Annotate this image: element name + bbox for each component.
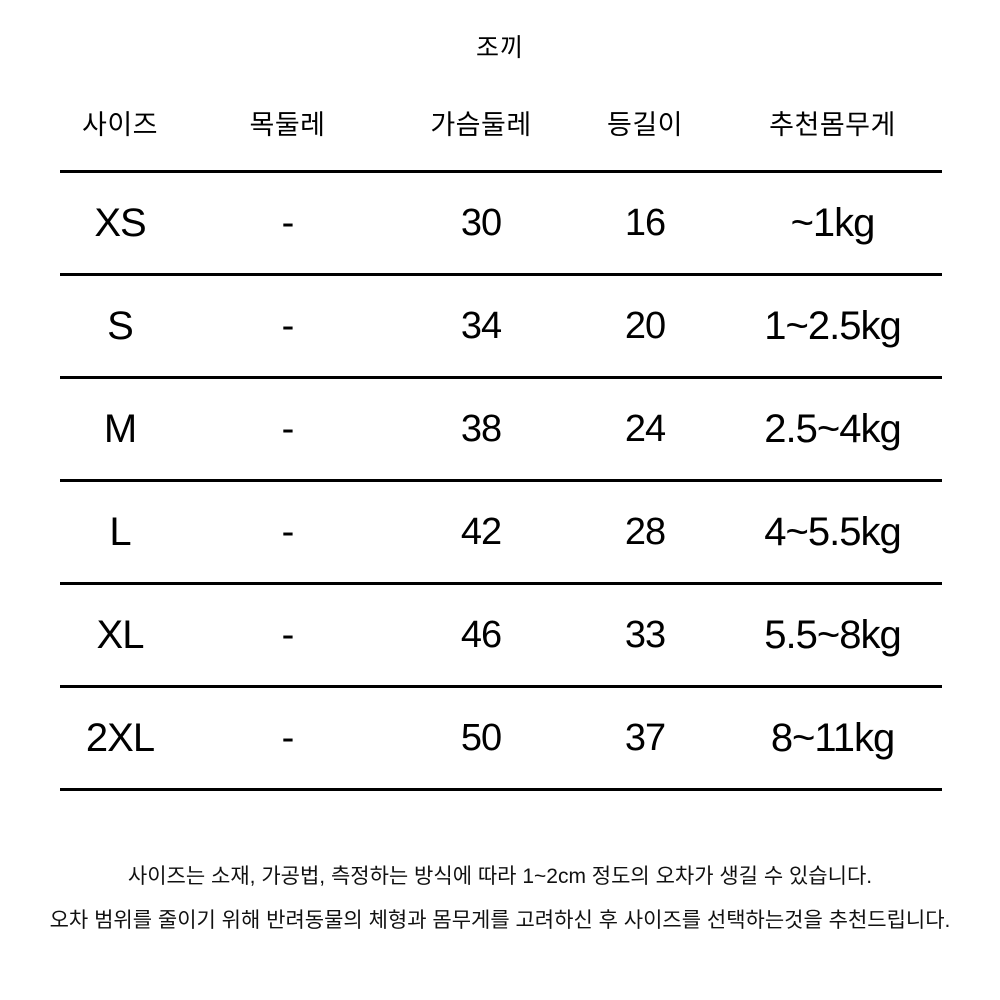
- cell-chest: 30: [460, 201, 502, 244]
- cell-neck: -: [281, 407, 295, 450]
- table-row-l: L - 42 28 4~5.5kg: [60, 479, 942, 582]
- table-header-row: 사이즈 목둘레 가슴둘레 등길이 추천몸무게: [60, 66, 942, 170]
- cell-size: M: [103, 406, 137, 451]
- table-row-2xl: 2XL - 50 37 8~11kg: [60, 685, 942, 791]
- cell-chest: 34: [460, 304, 502, 347]
- cell-chest: 46: [460, 613, 502, 656]
- table-row-xl: XL - 46 33 5.5~8kg: [60, 582, 942, 685]
- cell-weight: 8~11kg: [770, 715, 895, 760]
- cell-weight: 5.5~8kg: [764, 612, 901, 657]
- column-header-weight: 추천몸무게: [769, 110, 896, 140]
- cell-chest: 42: [460, 510, 502, 553]
- cell-size: XL: [96, 612, 145, 657]
- cell-size: 2XL: [85, 715, 155, 760]
- footnote: 사이즈는 소재, 가공법, 측정하는 방식에 따라 1~2cm 정도의 오차가 …: [0, 791, 1000, 943]
- cell-weight: 4~5.5kg: [764, 509, 901, 554]
- cell-back: 16: [624, 201, 666, 244]
- column-header-chest: 가슴둘레: [430, 110, 532, 140]
- cell-chest: 50: [460, 716, 502, 759]
- footnote-line-1: 사이즈는 소재, 가공법, 측정하는 방식에 따라 1~2cm 정도의 오차가 …: [127, 865, 873, 888]
- cell-size: L: [109, 509, 131, 554]
- column-header-back: 등길이: [606, 110, 684, 140]
- column-header-size: 사이즈: [81, 110, 159, 140]
- cell-back: 33: [624, 613, 666, 656]
- cell-weight: ~1kg: [790, 200, 876, 245]
- size-table: 사이즈 목둘레 가슴둘레 등길이 추천몸무게 XS - 30 16 ~1kg S…: [60, 66, 942, 791]
- cell-weight: 1~2.5kg: [764, 303, 901, 348]
- footnote-line-2: 오차 범위를 줄이기 위해 반려동물의 체형과 몸무게를 고려하신 후 사이즈를…: [49, 909, 951, 932]
- cell-back: 24: [624, 407, 666, 450]
- cell-neck: -: [281, 201, 295, 244]
- cell-size: XS: [94, 200, 146, 245]
- cell-neck: -: [281, 613, 295, 656]
- cell-neck: -: [281, 510, 295, 553]
- cell-chest: 38: [460, 407, 502, 450]
- cell-neck: -: [281, 304, 295, 347]
- cell-size: S: [107, 303, 134, 348]
- table-row-m: M - 38 24 2.5~4kg: [60, 376, 942, 479]
- column-header-neck: 목둘레: [249, 110, 326, 140]
- cell-weight: 2.5~4kg: [764, 406, 901, 451]
- table-row-s: S - 34 20 1~2.5kg: [60, 273, 942, 376]
- cell-back: 37: [624, 716, 666, 759]
- cell-neck: -: [281, 716, 295, 759]
- cell-back: 28: [624, 510, 666, 553]
- table-row-xs: XS - 30 16 ~1kg: [60, 170, 942, 273]
- page-title: 조끼: [475, 34, 524, 62]
- cell-back: 20: [624, 304, 666, 347]
